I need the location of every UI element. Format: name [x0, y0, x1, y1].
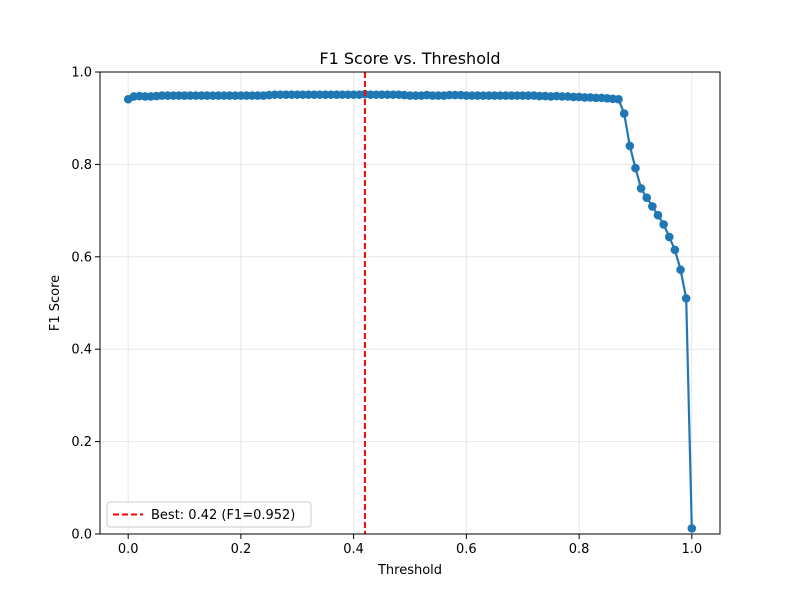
x-axis-label: Threshold — [377, 563, 442, 578]
data-point — [676, 265, 685, 275]
x-tick-label: 0.2 — [231, 542, 252, 557]
x-tick-label: 0.4 — [343, 542, 364, 557]
data-point — [642, 193, 652, 202]
x-tick-label: 0.6 — [456, 542, 477, 557]
x-tick-label: 1.0 — [681, 542, 702, 557]
data-point — [664, 232, 674, 242]
legend-box — [106, 501, 312, 528]
y-tick-label: 0.0 — [71, 528, 92, 543]
grid-lines — [100, 71, 720, 535]
data-point — [659, 220, 668, 229]
y-tick-label: 0.6 — [71, 250, 92, 265]
data-point — [625, 141, 635, 151]
y-tick-label: 1.0 — [71, 66, 92, 81]
chart-title: F1 Score vs. Threshold — [319, 49, 500, 68]
y-tick-label: 0.4 — [71, 343, 92, 358]
legend: Best: 0.42 (F1=0.952) — [106, 501, 312, 528]
series-layer — [123, 89, 697, 533]
data-point — [653, 210, 663, 220]
x-tick-label: 0.0 — [118, 542, 139, 557]
data-point — [614, 94, 623, 104]
data-point — [670, 245, 680, 255]
data-point — [619, 109, 629, 118]
y-axis-label: F1 Score — [48, 275, 63, 331]
y-tick-label: 0.2 — [71, 435, 92, 450]
y-tick-label: 0.8 — [71, 158, 92, 173]
legend-label-reference-line: Best: 0.42 (F1=0.952) — [151, 508, 295, 523]
data-point — [636, 184, 646, 193]
x-tick-label: 0.8 — [569, 542, 590, 557]
data-point — [687, 524, 697, 533]
data-point — [631, 163, 640, 173]
data-point — [681, 294, 691, 303]
data-point — [648, 202, 657, 211]
plot-area-frame — [99, 71, 721, 535]
tick-layer: 0.0 0.2 0.4 0.6 0.8 1.0 0.0 0.2 0.4 0.6 0.8 1.0 — [71, 66, 702, 558]
